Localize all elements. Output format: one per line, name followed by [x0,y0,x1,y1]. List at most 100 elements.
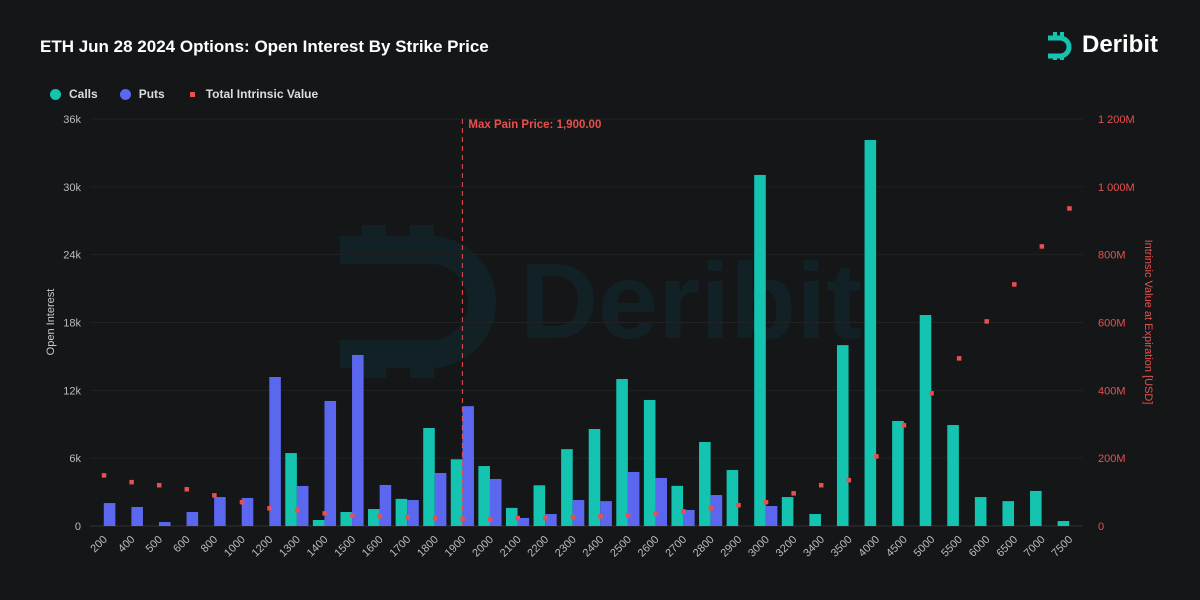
y-tick-label: 0 [75,521,81,533]
intrinsic-point-2100 [515,515,521,521]
calls-bar-1400 [312,520,325,526]
calls-bar-2900 [726,470,739,526]
y-tick-label: 36k [63,114,81,126]
x-tick-label: 800 [199,534,220,555]
calls-bar-1900 [450,459,463,526]
intrinsic-point-200 [101,473,107,478]
puts-bar-1400 [324,400,337,526]
x-tick-label: 6500 [994,534,1020,560]
x-tick-label: 2500 [608,534,634,560]
intrinsic-point-3400 [818,482,824,488]
legend-puts[interactable]: Puts [119,87,165,101]
deribit-logo: Deribit [1044,30,1158,60]
calls-bar-2100 [505,507,518,526]
puts-bar-1800 [434,472,447,526]
x-tick-label: 2100 [498,534,524,560]
y2-tick-label: 200M [1098,453,1126,465]
x-tick-label: 1300 [277,534,303,560]
calls-bar-5000 [919,315,932,526]
x-tick-label: 3500 [829,534,855,560]
y2-tick-label: 1 000M [1098,182,1135,194]
chart-title: ETH Jun 28 2024 Options: Open Interest B… [40,37,489,56]
x-tick-label: 1000 [222,534,248,560]
x-tick-label: 5500 [939,534,965,560]
y2-tick-label: 800M [1098,250,1126,262]
puts-bar-500 [158,522,171,526]
calls-bar-2200 [533,485,546,526]
intrinsic-point-800 [212,493,217,498]
legend-intrinsic[interactable]: Total Intrinsic Value [187,87,318,101]
x-tick-label: 3200 [774,534,800,560]
calls-bar-7000 [1030,490,1042,526]
x-tick-label: 1200 [250,534,276,560]
y-tick-label: 24k [63,250,81,262]
x-tick-label: 2400 [581,534,607,560]
calls-bar-7500 [1057,521,1070,526]
y-tick-label: 18k [63,318,81,330]
intrinsic-swatch [189,91,195,97]
puts-bar-2200 [545,514,557,526]
intrinsic-point-1500 [350,513,355,518]
puts-bar-2000 [489,478,502,526]
calls-bar-6000 [974,497,987,526]
calls-bar-3400 [809,514,821,526]
intrinsic-point-1700 [405,514,410,520]
x-tick-label: 1800 [415,534,441,560]
y2-tick-label: 1 200M [1098,114,1135,126]
intrinsic-point-2900 [736,502,741,508]
x-tick-label: 1600 [360,534,386,560]
puts-bar-2300 [572,499,585,526]
x-tick-label: 4500 [884,534,910,560]
puts-bar-1000 [241,497,254,526]
intrinsic-point-3200 [791,491,796,496]
puts-bar-800 [214,497,226,526]
logo-text: Deribit [1081,31,1158,58]
deribit-logo-icon [1047,32,1072,60]
x-tick-label: 2300 [553,534,579,560]
y2-axis-label: Intrinsic Value at Expiration [USD] [1142,240,1154,405]
intrinsic-point-2200 [543,515,548,521]
x-tick-label: 3000 [746,534,772,560]
puts-bar-600 [186,511,199,526]
intrinsic-point-3000 [763,499,769,505]
calls-bar-1700 [395,498,408,526]
x-tick-label: 2200 [525,534,551,560]
y-tick-label: 30k [63,182,81,194]
x-tick-label: 2700 [663,534,689,560]
puts-bar-2500 [627,471,640,526]
watermark-text: Deribit [520,240,862,361]
puts-bar-2800 [710,495,723,526]
intrinsic-point-1600 [377,514,383,519]
calls-swatch [50,88,61,100]
x-tick-label: 6000 [967,534,993,560]
x-tick-label: 7000 [1022,534,1048,560]
intrinsic-point-1800 [432,515,438,521]
intrinsic-point-6000 [984,319,989,324]
calls-bar-2300 [561,449,573,526]
calls-bar-3000 [754,174,766,526]
x-tick-label: 5000 [912,534,938,560]
intrinsic-point-4500 [901,422,907,428]
legend-calls[interactable]: Calls [50,87,98,101]
puts-bar-2400 [600,501,612,526]
intrinsic-point-7500 [1067,206,1072,211]
x-tick-label: 200 [88,534,109,555]
calls-bar-2600 [643,399,656,526]
intrinsic-point-4000 [874,454,879,459]
x-tick-label: 1400 [305,534,331,560]
intrinsic-point-6500 [1012,282,1017,287]
x-tick-label: 1700 [388,534,414,560]
x-tick-label: 1900 [443,534,469,560]
watermark: Deribit [340,225,862,378]
legend-puts-label: Puts [138,87,165,101]
x-tick-label: 500 [144,534,165,555]
calls-bar-2400 [588,428,601,526]
calls-bar-5500 [947,425,959,526]
puts-bar-1700 [407,499,419,526]
intrinsic-point-3500 [846,477,852,483]
x-tick-label: 2600 [636,534,662,560]
calls-bar-4500 [892,420,904,526]
legend-calls-label: Calls [69,87,98,101]
y-tick-label: 6k [69,453,81,465]
